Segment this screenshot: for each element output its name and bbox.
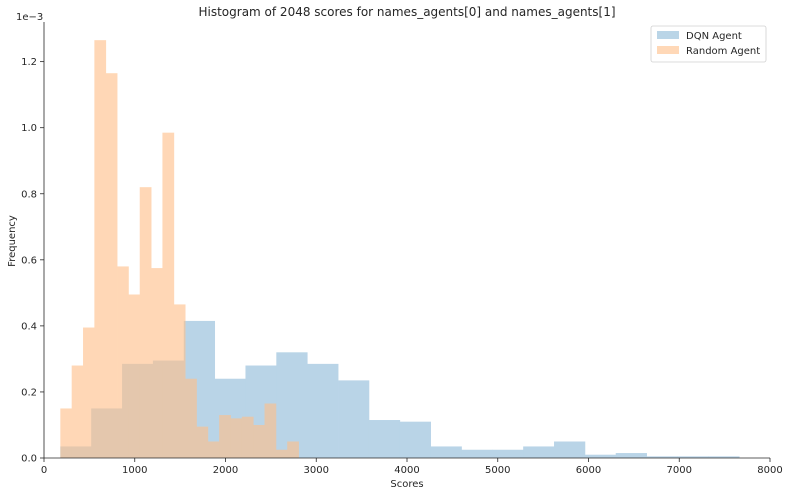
bar-1-19 xyxy=(275,449,288,458)
series-1 xyxy=(60,40,299,459)
bar-1-10 xyxy=(173,304,186,458)
y-tick-label: 0.6 xyxy=(21,255,37,266)
bar-1-4 xyxy=(105,73,118,459)
y-tick-label: 1.2 xyxy=(21,57,37,68)
bar-1-20 xyxy=(287,441,299,458)
bar-1-9 xyxy=(162,132,175,458)
bar-0-19 xyxy=(646,456,678,458)
legend-frame xyxy=(650,25,767,63)
x-tick-label: 5000 xyxy=(485,465,510,476)
bar-1-11 xyxy=(185,378,197,458)
legend-label-1: Random Agent xyxy=(686,46,760,57)
bar-1-17 xyxy=(253,424,265,458)
x-tick-label: 3000 xyxy=(304,465,329,476)
y-tick-label: 0.8 xyxy=(21,189,37,200)
bar-0-18 xyxy=(615,453,647,458)
bar-0-12 xyxy=(430,446,462,458)
y-offset-label: 1e−3 xyxy=(16,12,43,23)
bar-0-20 xyxy=(677,456,709,458)
bar-1-8 xyxy=(151,268,163,458)
bar-1-13 xyxy=(207,441,220,458)
bar-0-16 xyxy=(554,441,586,458)
x-tick-label: 7000 xyxy=(667,465,692,476)
bar-1-18 xyxy=(264,403,277,458)
bar-1-15 xyxy=(230,418,243,458)
legend-swatch-1 xyxy=(657,46,679,54)
bar-0-21 xyxy=(708,456,740,458)
bar-0-14 xyxy=(492,449,524,458)
y-tick-label: 1.0 xyxy=(21,123,37,134)
legend-swatch-0 xyxy=(657,31,679,39)
bar-0-9 xyxy=(338,380,370,458)
y-axis-label: Frequency xyxy=(7,215,18,267)
bar-1-0 xyxy=(60,408,73,458)
y-tick-label: 0.4 xyxy=(21,321,37,332)
bar-0-13 xyxy=(461,449,493,458)
bar-0-8 xyxy=(307,363,339,458)
chart-title: Histogram of 2048 scores for names_agent… xyxy=(198,5,615,19)
bar-0-11 xyxy=(399,421,431,458)
bar-1-6 xyxy=(128,294,141,458)
bar-0-10 xyxy=(368,420,401,458)
bar-1-7 xyxy=(139,187,152,458)
x-tick-label: 0 xyxy=(41,465,47,476)
bar-1-14 xyxy=(219,415,231,458)
axes-layer: 0 1000 2000 3000 4000 5000 6000 7000 8000 0.0 0.2 0… xyxy=(21,22,783,476)
bar-0-15 xyxy=(523,446,555,458)
x-tick-label: 8000 xyxy=(757,465,782,476)
bar-1-12 xyxy=(196,426,209,458)
x-tick-label: 4000 xyxy=(394,465,419,476)
legend: DQN Agent Random Agent xyxy=(650,25,767,63)
bar-1-5 xyxy=(117,266,129,458)
bar-1-3 xyxy=(94,40,107,459)
y-tick-label: 0.0 xyxy=(21,454,37,465)
bar-0-7 xyxy=(276,352,308,458)
bar-1-2 xyxy=(83,327,95,458)
legend-label-0: DQN Agent xyxy=(686,31,742,42)
y-tick-label: 0.2 xyxy=(21,387,37,398)
x-tick-label: 2000 xyxy=(213,465,238,476)
bars-layer xyxy=(60,40,740,459)
x-tick-label: 1000 xyxy=(122,465,147,476)
x-tick-label: 6000 xyxy=(576,465,601,476)
bar-1-16 xyxy=(241,416,254,458)
bar-1-1 xyxy=(71,365,84,458)
bar-0-17 xyxy=(584,454,617,458)
x-axis-label: Scores xyxy=(390,479,423,490)
